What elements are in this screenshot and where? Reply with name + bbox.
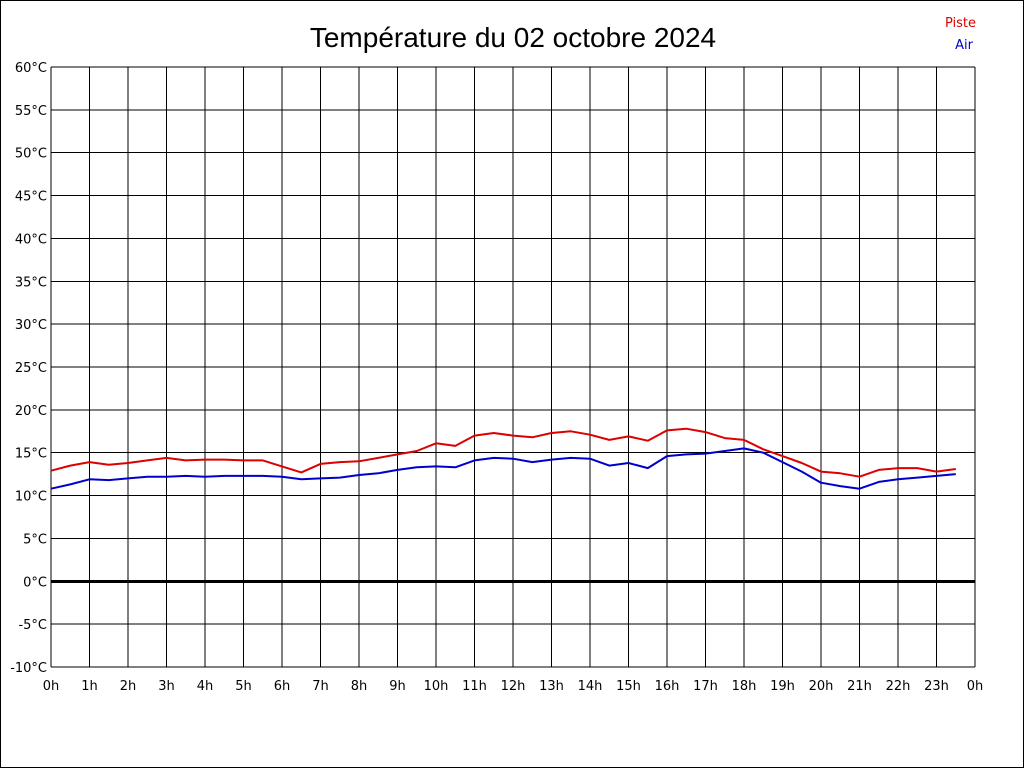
chart-grid: [50, 66, 976, 668]
chart-title: Température du 02 octobre 2024: [310, 22, 716, 53]
y-tick-label: 0°C: [23, 575, 47, 590]
legend: Piste Air: [945, 16, 976, 53]
legend-item-piste: Piste: [945, 16, 976, 31]
x-tick-label: 15h: [616, 679, 641, 694]
x-tick-label: 13h: [539, 679, 564, 694]
x-tick-label: 7h: [312, 679, 329, 694]
y-tick-label: 20°C: [15, 404, 47, 419]
x-tick-label: 11h: [462, 679, 487, 694]
series-line-piste: [50, 427, 956, 478]
y-tick-label: 15°C: [15, 447, 47, 462]
x-tick-label: 8h: [351, 679, 368, 694]
x-tick-label: 9h: [389, 679, 406, 694]
x-axis-tick-labels: 0h 1h 2h 3h 4h 5h 6h 7h 8h 9h 10h 11h 12h 13h 14h 15h 16…: [43, 679, 984, 694]
y-tick-label: 55°C: [15, 104, 47, 119]
y-tick-label: 10°C: [15, 490, 47, 505]
y-tick-label: 40°C: [15, 232, 47, 247]
x-tick-label: 3h: [158, 679, 175, 694]
x-tick-label: 23h: [924, 679, 949, 694]
x-tick-label: 17h: [693, 679, 718, 694]
y-tick-label: 30°C: [15, 318, 47, 333]
x-tick-label: 22h: [886, 679, 911, 694]
x-tick-label: 19h: [770, 679, 795, 694]
y-axis-tick-labels: 60°C 55°C 50°C 45°C 40°C 35°C 30°C 25°C 20°C 15°C…: [10, 61, 47, 676]
series-lines: [50, 427, 956, 490]
x-tick-label: 10h: [424, 679, 449, 694]
x-tick-label: 18h: [732, 679, 757, 694]
x-tick-label: 14h: [578, 679, 603, 694]
x-tick-label: 12h: [501, 679, 526, 694]
y-tick-label: 35°C: [15, 275, 47, 290]
x-tick-label: 6h: [274, 679, 291, 694]
x-tick-label: 21h: [847, 679, 872, 694]
y-tick-label: 5°C: [23, 532, 47, 547]
y-tick-label: -5°C: [18, 618, 47, 633]
y-tick-label: -10°C: [10, 661, 47, 676]
y-tick-label: 45°C: [15, 190, 47, 205]
legend-item-air: Air: [955, 38, 974, 53]
y-tick-label: 50°C: [15, 147, 47, 162]
y-tick-label: 25°C: [15, 361, 47, 376]
x-tick-label: 16h: [655, 679, 680, 694]
x-tick-label: 0h: [967, 679, 984, 694]
y-tick-label: 60°C: [15, 61, 47, 76]
series-line-air: [50, 447, 956, 490]
x-tick-label: 4h: [197, 679, 214, 694]
x-tick-label: 5h: [235, 679, 252, 694]
x-tick-label: 0h: [43, 679, 60, 694]
x-tick-label: 2h: [120, 679, 137, 694]
x-tick-label: 1h: [81, 679, 98, 694]
x-tick-label: 20h: [809, 679, 834, 694]
